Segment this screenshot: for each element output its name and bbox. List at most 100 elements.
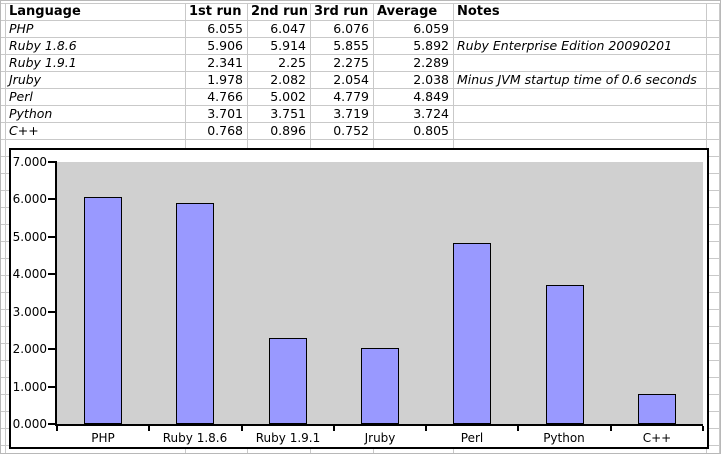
cell-notes[interactable] (453, 122, 706, 139)
row-gridline (1, 54, 720, 55)
x-axis-label: Jruby (364, 431, 396, 445)
y-axis-label: 6.000 (12, 192, 47, 207)
cell-run2[interactable]: 5.914 (270, 38, 306, 53)
cell-run1[interactable]: 6.055 (207, 21, 243, 36)
cell-language[interactable]: Jruby (9, 72, 42, 87)
y-axis-tick (48, 235, 57, 238)
cell-language[interactable]: PHP (9, 21, 34, 36)
cell-run3[interactable]: 2.054 (333, 72, 369, 87)
header-run3[interactable]: 3rd run (314, 4, 369, 19)
cell-language[interactable]: Ruby 1.8.6 (9, 38, 77, 53)
cell-run2[interactable]: 6.047 (270, 21, 306, 36)
x-axis-label: Ruby 1.8.6 (162, 431, 228, 445)
cell-run1[interactable]: 5.906 (207, 38, 243, 53)
cell-run2[interactable]: 2.25 (278, 55, 306, 70)
cell-run2[interactable]: 5.002 (270, 89, 306, 104)
column-gridline (719, 3, 720, 453)
cell-run1[interactable]: 2.341 (207, 55, 243, 70)
cell-language[interactable]: Python (9, 106, 53, 121)
chart-object[interactable]: 7.000 6.000 5.000 4.000 3.000 2.000 1.000 0.000… (9, 148, 709, 449)
y-axis-tick (48, 348, 57, 351)
cell-language[interactable]: Perl (9, 89, 33, 104)
header-run1[interactable]: 1st run (189, 4, 242, 19)
cell-run3[interactable]: 5.855 (333, 38, 369, 53)
x-axis-tick (517, 426, 520, 431)
cell-notes[interactable] (453, 54, 706, 71)
row-gridline (1, 105, 720, 106)
x-axis-tick (332, 426, 335, 431)
x-axis-tick (609, 426, 612, 431)
cell-language[interactable]: C++ (9, 123, 39, 138)
row-gridline (1, 71, 720, 72)
cell-notes[interactable] (453, 105, 706, 122)
header-language[interactable]: Language (9, 4, 81, 19)
y-axis-label: 1.000 (12, 379, 47, 394)
cell-average[interactable]: 3.724 (413, 106, 449, 121)
bar-python[interactable] (546, 285, 584, 424)
cell-run2[interactable]: 2.082 (270, 72, 306, 87)
cell-run1[interactable]: 0.768 (207, 123, 243, 138)
y-axis-tick (48, 198, 57, 201)
header-notes[interactable]: Notes (457, 4, 500, 19)
x-axis-label: C++ (642, 431, 672, 445)
cell-run1[interactable]: 3.701 (207, 106, 243, 121)
cell-run3[interactable]: 4.779 (333, 89, 369, 104)
y-axis-tick (48, 385, 57, 388)
x-axis-tick (240, 426, 243, 431)
y-axis-tick (48, 310, 57, 313)
y-axis-tick (48, 423, 57, 425)
row-gridline (1, 3, 720, 4)
header-run2[interactable]: 2nd run (251, 4, 309, 19)
x-axis-label: PHP (91, 431, 115, 445)
row-gridline (1, 37, 720, 38)
cell-average[interactable]: 5.892 (413, 38, 449, 53)
cell-notes[interactable]: Minus JVM startup time of 0.6 seconds (457, 72, 697, 87)
bar-ruby-1-8-6[interactable] (176, 203, 214, 424)
bar-jruby[interactable] (361, 348, 399, 424)
y-axis-label: 7.000 (12, 155, 47, 169)
x-axis-label: Perl (460, 431, 484, 445)
x-axis-label: Python (543, 431, 585, 445)
cell-run1[interactable]: 1.978 (207, 72, 243, 87)
header-average[interactable]: Average (377, 4, 438, 19)
x-axis-label: Ruby 1.9.1 (255, 431, 321, 445)
cell-run2[interactable]: 3.751 (270, 106, 306, 121)
row-gridline (1, 20, 720, 21)
y-axis-label: 5.000 (12, 229, 47, 244)
x-axis-tick (148, 426, 151, 431)
row-gridline (1, 139, 720, 140)
cell-average[interactable]: 4.849 (413, 89, 449, 104)
cell-run1[interactable]: 4.766 (207, 89, 243, 104)
bar-php[interactable] (84, 197, 122, 424)
cell-run2[interactable]: 0.896 (270, 123, 306, 138)
cell-run3[interactable]: 0.752 (333, 123, 369, 138)
y-axis-label: 0.000 (12, 417, 47, 431)
y-axis-tick (48, 273, 57, 276)
y-axis-label: 3.000 (12, 304, 47, 319)
bar-perl[interactable] (453, 243, 491, 424)
cell-run3[interactable]: 3.719 (333, 106, 369, 121)
cell-average[interactable]: 2.289 (413, 55, 449, 70)
x-axis-tick (702, 426, 704, 431)
cell-average[interactable]: 2.038 (413, 72, 449, 87)
row-gridline (1, 88, 720, 89)
cell-notes[interactable] (453, 88, 706, 105)
x-axis-tick (425, 426, 428, 431)
bar-c-[interactable] (638, 394, 676, 424)
row-gridline (1, 122, 720, 123)
cell-average[interactable]: 6.059 (413, 21, 449, 36)
cell-language[interactable]: Ruby 1.9.1 (9, 55, 77, 70)
cell-notes[interactable] (453, 20, 706, 37)
cell-run3[interactable]: 6.076 (333, 21, 369, 36)
cell-average[interactable]: 0.805 (413, 123, 449, 138)
y-axis-tick (48, 161, 57, 163)
x-axis-tick (56, 426, 58, 431)
cell-run3[interactable]: 2.275 (333, 55, 369, 70)
cell-notes[interactable]: Ruby Enterprise Edition 20090201 (457, 38, 673, 53)
y-axis-label: 4.000 (12, 267, 47, 282)
y-axis-label: 2.000 (12, 342, 47, 357)
bar-ruby-1-9-1[interactable] (269, 338, 307, 424)
column-gridline (5, 3, 6, 453)
